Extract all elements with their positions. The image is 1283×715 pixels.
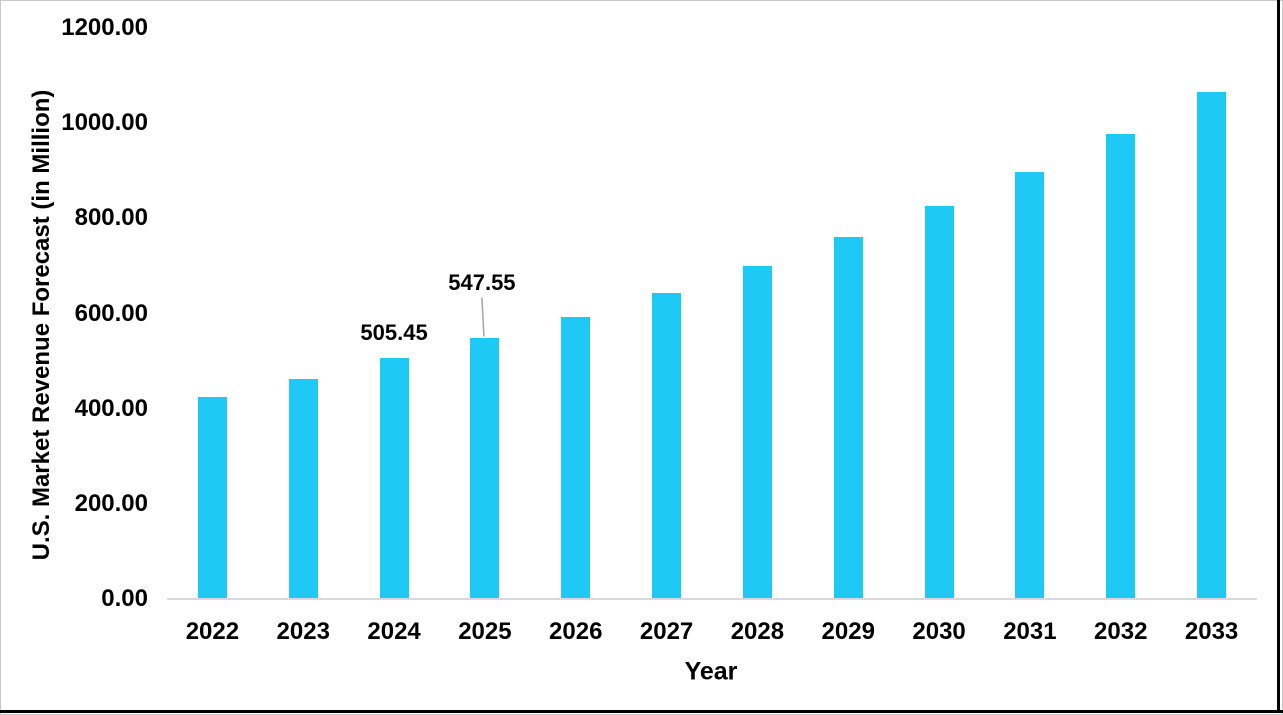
leader-line-2025 <box>481 297 485 337</box>
bar-2031 <box>1015 171 1045 599</box>
x-tick-label-2033: 2033 <box>1184 618 1239 645</box>
y-tick-label-200.00: 200.00 <box>74 489 148 517</box>
data-label-2025: 547.55 <box>448 270 516 296</box>
y-tick-label-600.00: 600.00 <box>74 299 148 327</box>
bar-2024 <box>379 358 409 599</box>
x-axis-line <box>167 598 1257 600</box>
y-tick-label-800.00: 800.00 <box>74 204 148 232</box>
bar-2028 <box>742 265 772 599</box>
x-tick-label-2026: 2026 <box>549 618 603 645</box>
x-tick-label-2028: 2028 <box>730 618 785 645</box>
bar-2023 <box>288 379 318 599</box>
x-axis-title: Year <box>684 657 738 686</box>
image-border-bottom <box>0 710 1283 713</box>
bar-2027 <box>652 293 682 599</box>
bar-2022 <box>197 397 227 599</box>
y-tick-label-1000.00: 1000.00 <box>61 109 148 137</box>
image-border-right <box>1277 0 1280 713</box>
x-tick-label-2029: 2029 <box>821 618 875 645</box>
x-tick-label-2032: 2032 <box>1094 618 1148 645</box>
bar-2032 <box>1106 133 1136 599</box>
x-tick-label-2023: 2023 <box>276 618 330 645</box>
y-tick-label-400.00: 400.00 <box>74 394 148 422</box>
bar-2025 <box>470 338 500 599</box>
data-label-2024: 505.45 <box>360 320 428 346</box>
x-tick-label-2031: 2031 <box>1003 618 1057 645</box>
x-tick-label-2024: 2024 <box>367 618 421 645</box>
bar-2033 <box>1197 91 1227 599</box>
x-tick-label-2022: 2022 <box>185 618 240 645</box>
x-tick-label-2027: 2027 <box>639 618 694 645</box>
x-tick-label-2025: 2025 <box>458 618 512 645</box>
bar-2029 <box>833 237 863 599</box>
y-tick-label-1200.00: 1200.00 <box>61 14 148 41</box>
y-tick-label-0.00: 0.00 <box>101 585 148 612</box>
x-tick-label-2030: 2030 <box>912 618 966 645</box>
bar-2030 <box>924 206 954 599</box>
bar-2026 <box>561 317 591 599</box>
